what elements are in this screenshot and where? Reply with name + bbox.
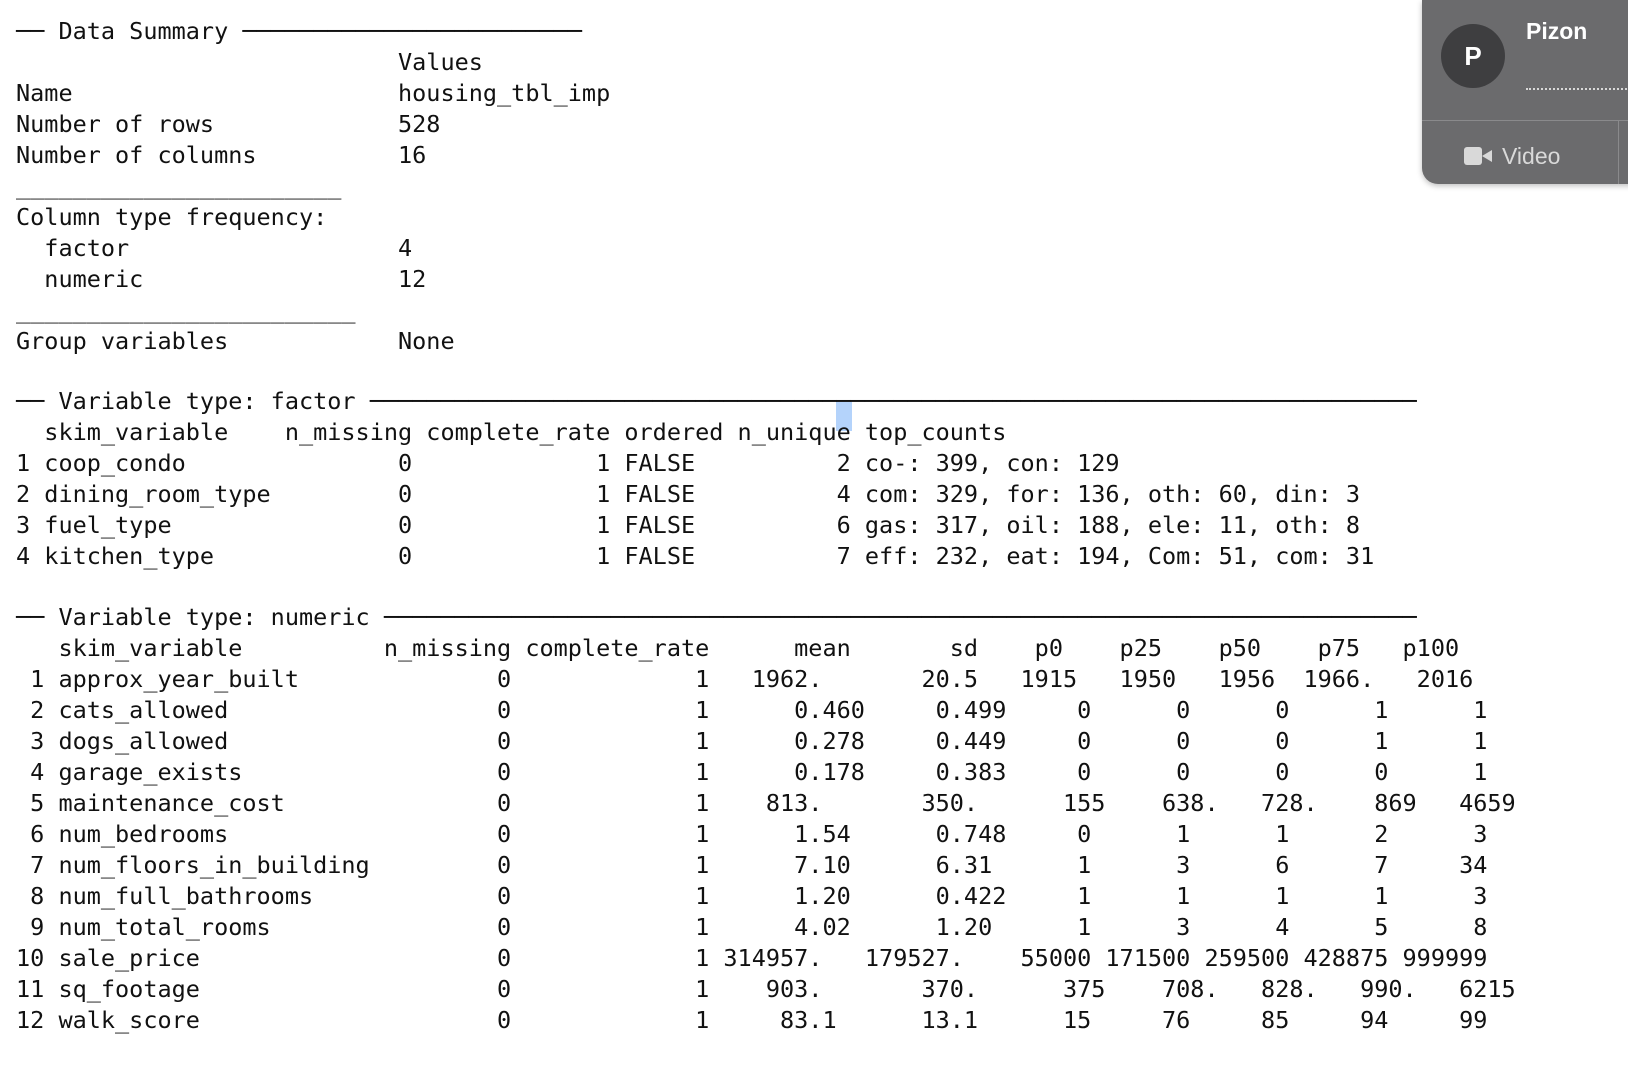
console-line: Name housing_tbl_imp xyxy=(16,79,611,107)
participant-name: Pizon xyxy=(1526,18,1588,44)
console-line: ________________________ xyxy=(16,296,356,324)
console-line: 1 coop_condo 0 1 FALSE 2 co-: 399, con: … xyxy=(16,449,1120,477)
console-line: 1 approx_year_built 0 1 1962. 20.5 1915 … xyxy=(16,665,1474,693)
console-line: ── Data Summary ──────────────────────── xyxy=(16,17,582,45)
console-line: 6 num_bedrooms 0 1 1.54 0.748 0 1 1 2 3 xyxy=(16,820,1488,848)
name-divider xyxy=(1526,88,1628,90)
console-line: 4 garage_exists 0 1 0.178 0.383 0 0 0 0 … xyxy=(16,758,1488,786)
video-button[interactable]: Video xyxy=(1464,138,1560,174)
console-line: 4 kitchen_type 0 1 FALSE 7 eff: 232, eat… xyxy=(16,542,1375,570)
console-line: ── Variable type: factor ───────────────… xyxy=(16,387,1417,415)
console-line: 3 dogs_allowed 0 1 0.278 0.449 0 0 0 1 1 xyxy=(16,727,1488,755)
console-line: _______________________ xyxy=(16,172,342,200)
console-line: 8 num_full_bathrooms 0 1 1.20 0.422 1 1 … xyxy=(16,882,1488,910)
console-line: skim_variable n_missing complete_rate or… xyxy=(16,418,1007,446)
console-line: skim_variable n_missing complete_rate me… xyxy=(16,634,1460,662)
console-line: 10 sale_price 0 1 314957. 179527. 55000 … xyxy=(16,944,1488,972)
console-line: 12 walk_score 0 1 83.1 13.1 15 76 85 94 … xyxy=(16,1006,1488,1034)
console-line: Number of rows 528 xyxy=(16,110,441,138)
console-line: numeric 12 xyxy=(16,265,427,293)
console-line: Column type frequency: xyxy=(16,203,328,231)
console-line: 9 num_total_rooms 0 1 4.02 1.20 1 3 4 5 … xyxy=(16,913,1488,941)
video-button-label: Video xyxy=(1502,142,1561,169)
console-line: 11 sq_footage 0 1 903. 370. 375 708. 828… xyxy=(16,975,1516,1003)
console-line: ── Variable type: numeric ──────────────… xyxy=(16,603,1417,631)
console-line: Group variables None xyxy=(16,327,455,355)
text-cursor-highlight xyxy=(836,400,852,431)
console-line: factor 4 xyxy=(16,234,413,262)
video-camera-icon xyxy=(1464,146,1494,166)
participant-avatar[interactable]: P xyxy=(1441,24,1505,88)
meeting-floating-widget[interactable]: P Pizon Video xyxy=(1422,0,1628,184)
widget-vertical-divider xyxy=(1618,120,1619,184)
console-line: 3 fuel_type 0 1 FALSE 6 gas: 317, oil: 1… xyxy=(16,511,1361,539)
console-line: 7 num_floors_in_building 0 1 7.10 6.31 1… xyxy=(16,851,1488,879)
widget-divider xyxy=(1422,120,1628,121)
console-line: Values xyxy=(16,48,483,76)
console-line: 2 dining_room_type 0 1 FALSE 4 com: 329,… xyxy=(16,480,1361,508)
console-line: 5 maintenance_cost 0 1 813. 350. 155 638… xyxy=(16,789,1516,817)
console-line: 2 cats_allowed 0 1 0.460 0.499 0 0 0 1 1 xyxy=(16,696,1488,724)
console-line: Number of columns 16 xyxy=(16,141,427,169)
